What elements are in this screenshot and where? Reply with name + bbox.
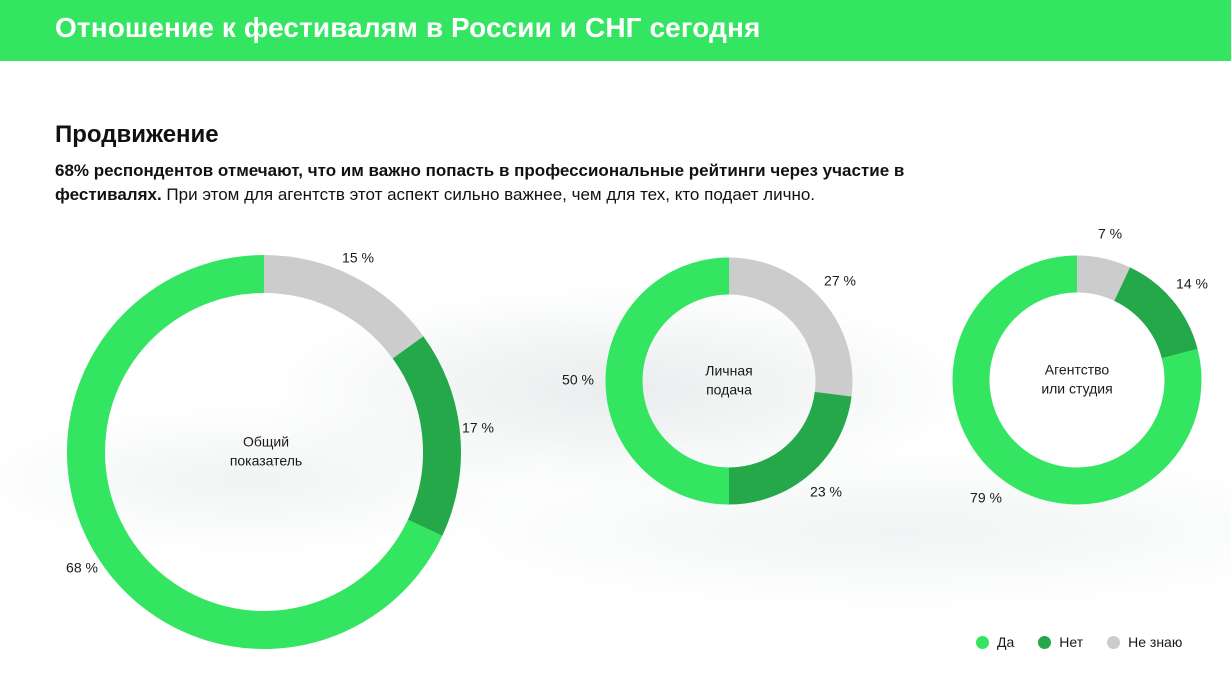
value-label-yes: 79 % [970, 490, 1002, 506]
value-label-unknown: 27 % [824, 273, 856, 289]
center-label-line-2: или студия [1041, 381, 1112, 397]
donut-segment-yes [952, 255, 1202, 505]
donut-segment-no [728, 391, 852, 505]
description-rest: При этом для агентств этот аспект сильно… [161, 185, 816, 204]
center-label-line-2: подача [706, 382, 752, 398]
header-bar: Отношение к фестивалям в России и СНГ се… [0, 0, 1231, 61]
value-label-unknown: 15 % [342, 250, 374, 266]
legend-item-no: Нет [1038, 634, 1083, 650]
legend-label-yes: Да [997, 634, 1015, 650]
value-label-unknown: 7 % [1098, 226, 1122, 242]
section-title: Продвижение [55, 121, 219, 148]
value-label-no: 23 % [810, 484, 842, 500]
legend-label-no: Нет [1059, 634, 1084, 650]
value-label-yes: 68 % [66, 560, 98, 576]
legend-label-unknown: Не знаю [1128, 634, 1183, 650]
donut-chart-1: 68 % 17 % 15 % Общий показатель [66, 250, 494, 649]
value-label-no: 14 % [1176, 276, 1208, 292]
donut-segment-no [1113, 267, 1198, 359]
center-label-line-1: Личная [705, 363, 752, 379]
donut-chart-3: 79 % 14 % 7 % Агентство или студия [952, 226, 1208, 506]
center-label-line-2: показатель [230, 453, 302, 469]
legend: Да Нет Не знаю [976, 634, 1182, 650]
donut-segment-unknown [263, 255, 424, 359]
donut-segment-no [392, 336, 461, 536]
legend-item-yes: Да [976, 634, 1014, 650]
section-description: 68% респондентов отмечают, что им важно … [55, 159, 1015, 207]
page-title: Отношение к фестивалям в России и СНГ се… [55, 12, 761, 43]
donut-chart-2: 50 % 23 % 27 % Личная подача [562, 257, 856, 505]
legend-dot-yes [976, 635, 989, 649]
legend-dot-unknown [1107, 635, 1121, 649]
legend-item-unknown: Не знаю [1107, 634, 1182, 650]
description-highlight: 68% респондентов отмечают, что им важно … [55, 161, 905, 204]
donut-segment-yes [605, 257, 730, 505]
center-label-line-1: Агентство [1045, 362, 1110, 378]
donut-segment-unknown [1076, 255, 1131, 302]
donut-segment-unknown [728, 257, 853, 397]
value-label-no: 17 % [462, 420, 494, 436]
value-label-yes: 50 % [562, 372, 594, 388]
donut-segment-yes [67, 255, 443, 649]
center-label-line-1: Общий [243, 434, 289, 450]
legend-dot-no [1038, 635, 1052, 649]
